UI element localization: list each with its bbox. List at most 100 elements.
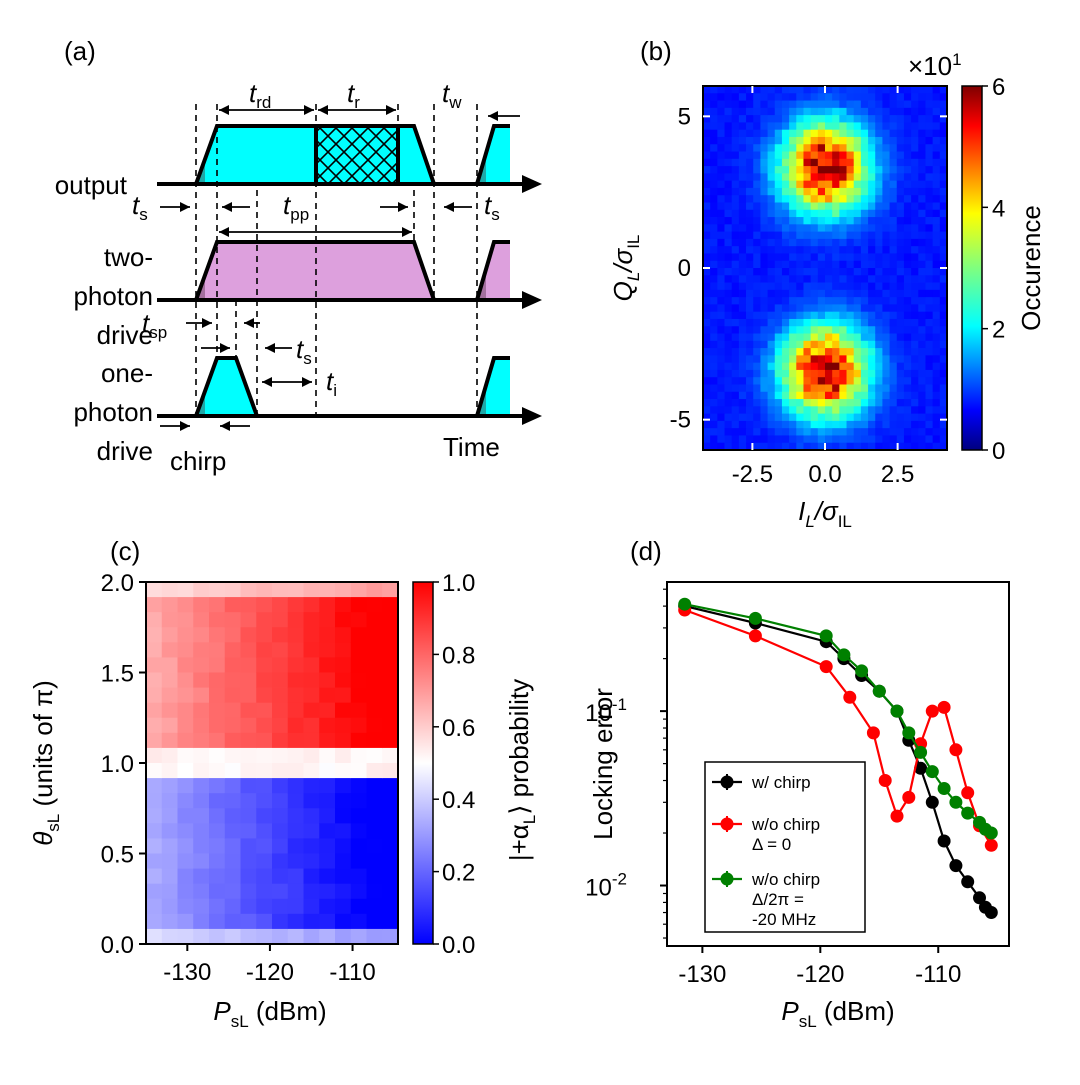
c-cell [287,838,304,854]
b-cell [738,100,747,109]
b-cell [875,268,883,276]
c-cell [161,747,178,764]
b-cell [875,326,883,334]
b-cell [896,355,905,364]
b-cell [803,348,812,356]
b-cell [796,428,804,436]
b-cell [724,253,733,262]
b-cell [846,275,855,283]
row-label-two-photon-2: photon [73,281,153,311]
b-cell [803,413,812,422]
b-cell [868,442,876,451]
c-cell [303,732,320,749]
b-cell [781,348,790,356]
c-cell [350,853,367,869]
b-cell [932,275,941,283]
b-cell [717,180,725,189]
b-cell [925,86,934,94]
b-cell [738,304,747,313]
b-cell [717,246,725,254]
b-cell [817,348,826,356]
b-cell [868,107,876,116]
b-cell [903,253,912,262]
b-cell [746,428,754,436]
label-t-s-left: ts [132,190,148,224]
b-cell [781,180,790,189]
b-cell [789,333,797,342]
b-cell [925,362,934,371]
b-cell [839,100,847,109]
c-cell [335,597,352,613]
b-cell [738,399,747,407]
c-cell [350,732,367,749]
b-cell [774,326,783,334]
b-cell [781,100,790,109]
b-cell [767,268,776,276]
b-cell [825,318,833,327]
b-cell [724,399,733,407]
b-cell [839,304,847,313]
b-cell [810,369,819,378]
b-cell [724,282,733,291]
b-cell [767,420,776,429]
b-cell [939,289,948,298]
b-cell [789,158,797,167]
b-cell [832,173,840,182]
b-cell [925,340,934,349]
b-cell [817,224,826,232]
b-cell [796,144,804,152]
b-cell [846,304,855,313]
b-cell [703,428,711,436]
b-cell [731,202,740,211]
b-cell [932,318,941,327]
c-cell [209,868,226,885]
b-cell [846,391,855,400]
b-cell [746,86,754,94]
b-cell [817,86,826,94]
c-cell [224,793,241,809]
b-cell [703,413,711,422]
c-cell [287,672,304,688]
b-cell [781,253,790,262]
c-cell [335,868,352,885]
b-cell [810,166,819,174]
d-point-2 [937,782,951,795]
c-cell [272,717,289,734]
b-cell [932,231,941,240]
b-cell [760,406,768,414]
c-cell [146,853,163,869]
b-cell [767,122,776,131]
b-cell [911,326,919,334]
one-photon-next-outline [475,356,510,417]
b-cell [932,224,941,232]
b-cell [839,289,847,298]
b-cell [731,318,740,327]
c-cell [224,853,241,869]
c-cell [146,612,163,628]
b-cell [839,297,847,305]
b-cell [703,180,711,189]
b-cell [803,384,812,393]
b-cell [746,362,754,371]
b-cell [925,304,934,313]
b-cell [724,231,733,240]
c-cell [224,883,241,900]
b-cell [738,420,747,429]
b-cell [710,238,718,247]
b-cell [810,348,819,356]
d-point-1 [843,690,857,704]
b-cell [846,268,855,276]
b-cell [825,275,833,283]
c-cell [146,913,163,930]
b-cell [717,100,725,109]
b-cell [882,289,890,298]
b-cell [832,122,840,131]
b-cell [846,282,855,291]
c-cell [256,642,273,658]
b-cell [789,209,797,218]
b-cell [767,435,776,444]
b-cell [932,442,941,451]
